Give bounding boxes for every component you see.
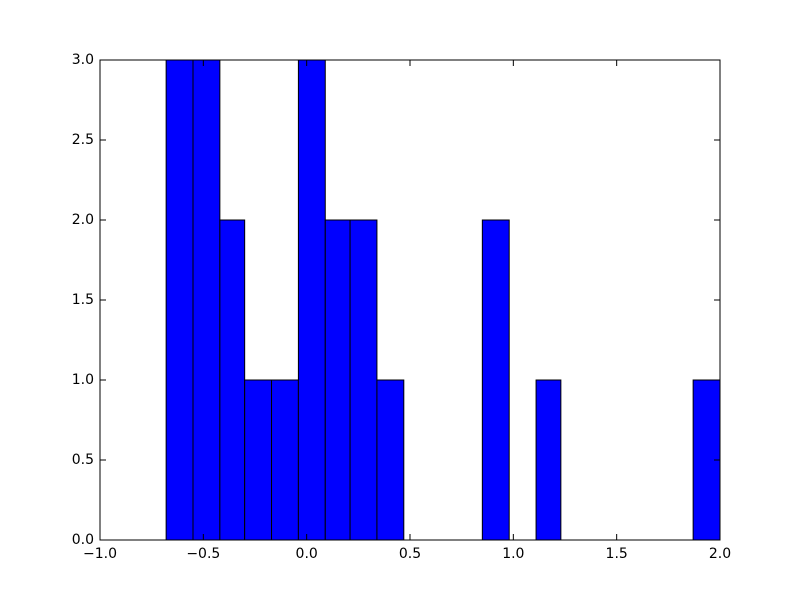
bar (376, 379, 405, 541)
y-tick-label: 3.0 (72, 52, 94, 68)
x-tick-label: −0.5 (186, 546, 220, 562)
bar (535, 379, 562, 541)
bar (192, 59, 221, 541)
bar (271, 379, 299, 541)
x-tick-label: 1.5 (606, 546, 628, 562)
y-tick-label: 2.0 (72, 212, 94, 228)
bar (324, 219, 351, 541)
bar (244, 379, 273, 541)
x-tick-label: 1.0 (502, 546, 524, 562)
x-tick-label: 2.0 (709, 546, 731, 562)
y-tick-label: 0.0 (72, 532, 94, 548)
bar (481, 219, 510, 541)
y-tick-label: 1.0 (72, 372, 94, 388)
y-tick-label: 2.5 (72, 132, 94, 148)
y-tick-label: 0.5 (72, 452, 94, 468)
bar (297, 59, 326, 541)
x-tick-label: 0.5 (399, 546, 421, 562)
bar (165, 59, 194, 541)
bar (219, 219, 246, 541)
y-tick-label: 1.5 (72, 292, 94, 308)
bar (349, 219, 378, 541)
x-tick-label: −1.0 (83, 546, 117, 562)
x-tick-label: 0.0 (296, 546, 318, 562)
